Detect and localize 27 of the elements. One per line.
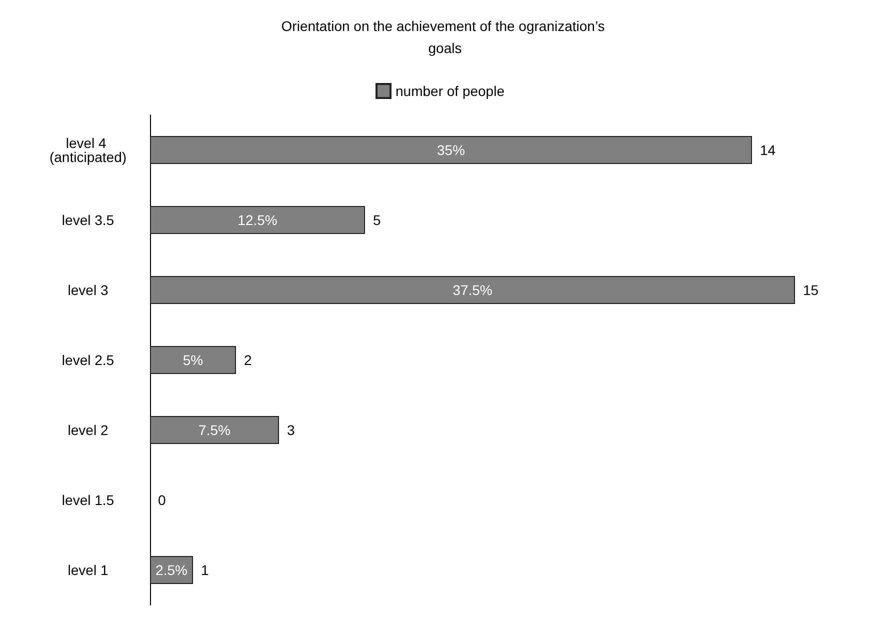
chart-title: Orientation on the achievement of the ogranization’s goals [281, 18, 609, 56]
annotation: 12.5% [238, 212, 278, 228]
data-label: 14 [760, 142, 776, 158]
y-tick-label: level 1.5 [62, 492, 114, 508]
y-tick-label: level 2.5 [62, 352, 114, 368]
bar [150, 206, 365, 234]
y-tick-label: level 3 [68, 282, 108, 298]
y-tick-label: level 1 [68, 562, 108, 578]
data-label: 2 [244, 352, 252, 368]
y-tick-label: level 2 [68, 422, 108, 438]
annotation: 37.5% [452, 282, 492, 298]
annotation: 35% [436, 142, 466, 158]
data-label: 15 [803, 282, 819, 298]
y-tick-label: level 3.5 [62, 212, 114, 228]
bar [150, 276, 795, 304]
data-label: 0 [158, 492, 166, 508]
annotation: 2.5% [156, 562, 188, 578]
data-label: 1 [201, 562, 209, 578]
data-label: 3 [287, 422, 295, 438]
bar [150, 416, 279, 444]
data-label: 5 [373, 212, 381, 228]
bar [150, 346, 236, 374]
y-tick-label: level 4 (anticipated) [49, 135, 127, 165]
annotation: 5% [182, 352, 204, 368]
legend-label: number of people [396, 83, 505, 99]
annotation: 7.5% [198, 422, 230, 438]
bar [150, 136, 752, 164]
